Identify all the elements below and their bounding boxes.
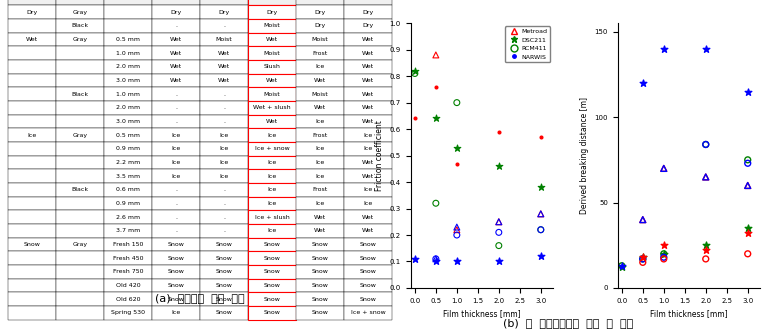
Point: [742, 231, 754, 236]
Point: [742, 157, 754, 163]
Point: [657, 166, 670, 171]
Point: [451, 161, 463, 166]
Point: [700, 174, 712, 180]
Point: [451, 224, 463, 230]
Point: [492, 259, 505, 264]
Point: [657, 255, 670, 260]
Point: [657, 251, 670, 257]
Point: [451, 227, 463, 232]
Point: [430, 256, 442, 261]
Point: [637, 217, 649, 222]
Point: [616, 263, 628, 268]
Point: [535, 227, 547, 232]
Point: [409, 71, 421, 76]
Point: [535, 254, 547, 259]
Point: [637, 255, 649, 260]
Point: [430, 256, 442, 261]
X-axis label: Film thickness [mm]: Film thickness [mm]: [443, 309, 521, 318]
Text: (b)  타  노면센서와의  마찰  값  비교: (b) 타 노면센서와의 마찰 값 비교: [503, 318, 634, 328]
Point: [637, 260, 649, 265]
Point: [492, 230, 505, 235]
Point: [637, 80, 649, 86]
Point: [657, 256, 670, 261]
Y-axis label: Friction coefficient: Friction coefficient: [375, 120, 384, 191]
Point: [430, 84, 442, 89]
Point: [616, 263, 628, 268]
Point: [700, 142, 712, 147]
Point: [742, 251, 754, 257]
X-axis label: Film thickness [mm]: Film thickness [mm]: [650, 309, 728, 318]
Legend: Metroad, DSC211, RCM411, NARWIS: Metroad, DSC211, RCM411, NARWIS: [505, 26, 550, 62]
Point: [430, 201, 442, 206]
Y-axis label: Derived breaking distance [m]: Derived breaking distance [m]: [580, 97, 589, 214]
Point: [430, 116, 442, 121]
Point: [535, 211, 547, 216]
Point: [742, 225, 754, 231]
Point: [637, 255, 649, 260]
Point: [700, 46, 712, 51]
Point: [492, 243, 505, 248]
Point: [657, 46, 670, 51]
Point: [535, 211, 547, 216]
Point: [657, 166, 670, 171]
Point: [492, 164, 505, 169]
Point: [742, 183, 754, 188]
Point: [700, 142, 712, 147]
Point: [535, 227, 547, 232]
Point: [700, 243, 712, 248]
Point: [535, 134, 547, 140]
Point: [637, 256, 649, 261]
Point: [492, 219, 505, 224]
Point: [657, 243, 670, 248]
Point: [535, 185, 547, 190]
Point: [742, 89, 754, 94]
Text: (a)  노면상태  분류  결과: (a) 노면상태 분류 결과: [155, 293, 245, 303]
Point: [430, 259, 442, 264]
Point: [616, 265, 628, 270]
Point: [492, 129, 505, 134]
Point: [492, 219, 505, 224]
Point: [637, 256, 649, 261]
Point: [451, 259, 463, 264]
Point: [430, 52, 442, 58]
Point: [409, 116, 421, 121]
Point: [637, 217, 649, 222]
Point: [742, 161, 754, 166]
Point: [451, 100, 463, 105]
Point: [742, 183, 754, 188]
Point: [409, 256, 421, 261]
Point: [657, 251, 670, 257]
Point: [700, 256, 712, 261]
Point: [451, 145, 463, 150]
Point: [700, 174, 712, 180]
Point: [700, 248, 712, 253]
Point: [451, 232, 463, 238]
Point: [409, 68, 421, 73]
